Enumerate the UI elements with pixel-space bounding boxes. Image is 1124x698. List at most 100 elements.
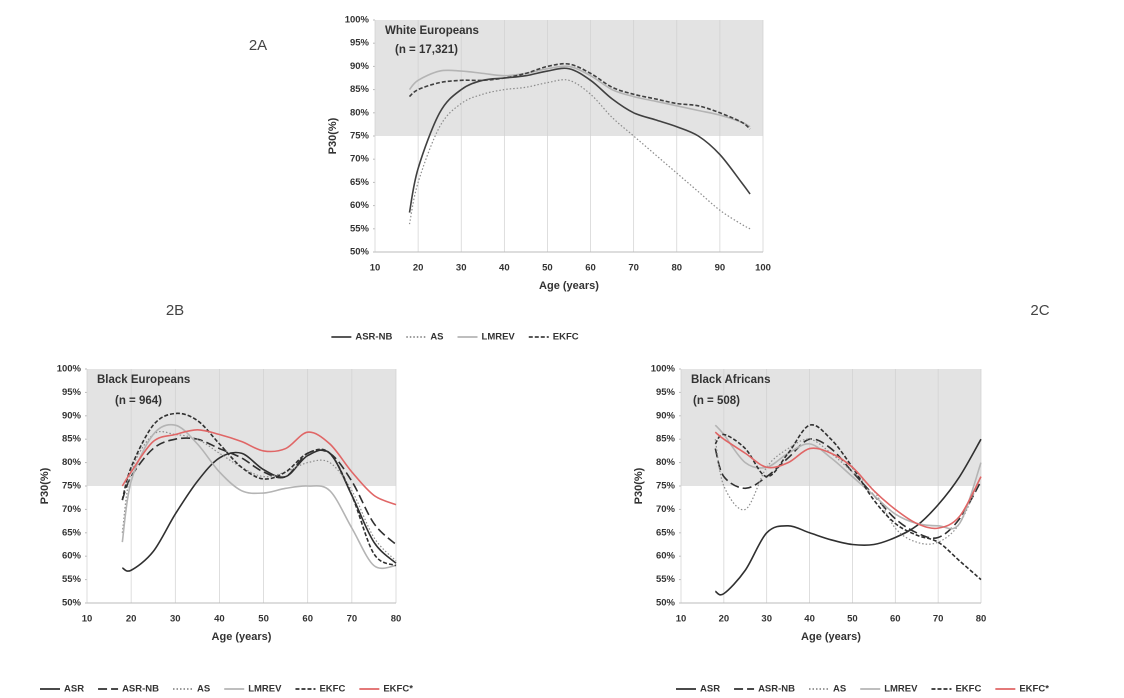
x-tick-label: 80 (671, 263, 682, 274)
legend-label: ASR (700, 684, 720, 695)
y-tick-label: 70% (350, 154, 370, 165)
x-tick-label: 80 (976, 614, 987, 625)
chart: 50% 55% 60% 65% 70% 75% 80% 85% 90% 95% 100% 10 20 30… (39, 302, 413, 695)
legend-label: LMREV (482, 332, 516, 343)
y-axis-title: P30(%) (633, 467, 645, 504)
x-tick-label: 50 (847, 614, 858, 625)
chart-title: Black Africans (691, 374, 770, 386)
x-tick-label: 50 (542, 263, 553, 274)
legend-label: EKFC* (1019, 684, 1049, 695)
y-tick-label: 80% (350, 107, 370, 118)
y-tick-label: 65% (62, 527, 82, 538)
legend-label: ASR-NB (355, 332, 392, 343)
x-tick-label: 10 (82, 614, 93, 625)
legend-label: EKFC* (383, 684, 413, 695)
y-tick-label: 70% (62, 504, 82, 515)
series-line (121, 437, 397, 546)
shaded-band (375, 20, 763, 136)
y-tick-label: 70% (656, 504, 676, 515)
chart-subtitle: (n = 508) (693, 395, 740, 407)
series-line (408, 62, 751, 130)
y-tick-label: 80% (62, 457, 82, 468)
series-line (714, 438, 982, 545)
y-tick-label: 75% (62, 481, 82, 492)
y-tick-label: 65% (656, 527, 676, 538)
x-tick-label: 60 (890, 614, 901, 625)
legend-label: AS (833, 684, 846, 695)
shaded-band (681, 369, 981, 486)
y-tick-label: 75% (350, 131, 370, 142)
y-tick-label: 100% (345, 15, 370, 26)
x-axis-title: Age (years) (801, 631, 861, 643)
chart-subtitle: (n = 17,321) (395, 44, 458, 56)
series-line (408, 67, 751, 213)
y-tick-label: 60% (350, 200, 370, 211)
series-line (408, 65, 751, 128)
y-tick-label: 85% (656, 434, 676, 445)
x-tick-label: 40 (499, 263, 510, 274)
x-tick-label: 60 (585, 263, 596, 274)
legend-label: ASR-NB (758, 684, 795, 695)
y-axis-title: P30(%) (39, 467, 51, 504)
x-tick-label: 100 (755, 263, 771, 274)
y-tick-label: 55% (656, 574, 676, 585)
x-tick-label: 20 (413, 263, 424, 274)
y-tick-label: 100% (651, 364, 676, 375)
x-axis-title: Age (years) (539, 280, 599, 292)
x-tick-label: 80 (391, 614, 402, 625)
x-tick-label: 30 (761, 614, 772, 625)
x-axis-title: Age (years) (212, 631, 272, 643)
x-tick-label: 90 (715, 263, 726, 274)
y-tick-label: 95% (350, 38, 370, 49)
legend: ASR ASR-NB AS LMREV EKFC EKFC* (676, 684, 1049, 695)
y-tick-label: 75% (656, 481, 676, 492)
panel-label: 2A (249, 37, 267, 54)
x-tick-label: 10 (676, 614, 687, 625)
legend-label: ASR-NB (122, 684, 159, 695)
legend: ASR-NB AS LMREV EKFC (331, 332, 579, 343)
y-tick-label: 95% (62, 387, 82, 398)
y-tick-label: 55% (350, 223, 370, 234)
legend-label: EKFC (319, 684, 345, 695)
chart-subtitle: (n = 964) (115, 395, 162, 407)
x-tick-label: 30 (456, 263, 467, 274)
y-tick-label: 95% (656, 387, 676, 398)
y-tick-label: 65% (350, 177, 370, 188)
legend-label: AS (197, 684, 210, 695)
legend-label: EKFC (553, 332, 579, 343)
series-line (121, 423, 397, 570)
y-axis-title: P30(%) (327, 117, 339, 154)
y-tick-label: 50% (62, 598, 82, 609)
x-tick-label: 60 (302, 614, 313, 625)
y-tick-label: 50% (656, 598, 676, 609)
legend: ASR ASR-NB AS LMREV EKFC EKFC* (40, 684, 413, 695)
chart: 50% 55% 60% 65% 70% 75% 80% 85% 90% 95% 100% 10 20 30… (633, 302, 1050, 695)
y-tick-label: 90% (656, 410, 676, 421)
chart-title: Black Europeans (97, 374, 190, 386)
legend-label: ASR (64, 684, 84, 695)
y-tick-label: 90% (62, 410, 82, 421)
y-tick-label: 50% (350, 247, 370, 258)
chart: 50% 55% 60% 65% 70% 75% 80% 85% 90% 95% 100% 10 20 30… (249, 15, 771, 343)
x-tick-label: 40 (214, 614, 225, 625)
panel-label: 2C (1030, 302, 1049, 319)
series-line (714, 424, 982, 581)
x-tick-label: 70 (933, 614, 944, 625)
legend-label: EKFC (955, 684, 981, 695)
series-line (714, 431, 982, 530)
legend-label: LMREV (884, 684, 918, 695)
y-tick-label: 100% (57, 364, 82, 375)
series-line (121, 449, 397, 572)
y-tick-label: 90% (350, 61, 370, 72)
series-line (714, 438, 982, 596)
panel-label: 2B (166, 302, 184, 319)
y-tick-label: 55% (62, 574, 82, 585)
y-tick-label: 60% (62, 551, 82, 562)
x-tick-label: 70 (628, 263, 639, 274)
series-line (121, 412, 397, 567)
series-line (714, 424, 982, 530)
x-tick-label: 10 (370, 263, 381, 274)
chart-title: White Europeans (385, 25, 479, 37)
x-tick-label: 20 (719, 614, 730, 625)
x-tick-label: 70 (347, 614, 358, 625)
